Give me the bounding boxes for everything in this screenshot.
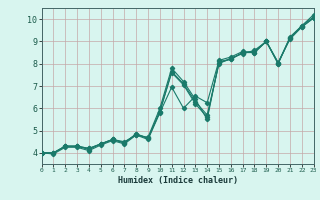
X-axis label: Humidex (Indice chaleur): Humidex (Indice chaleur) <box>118 176 237 185</box>
